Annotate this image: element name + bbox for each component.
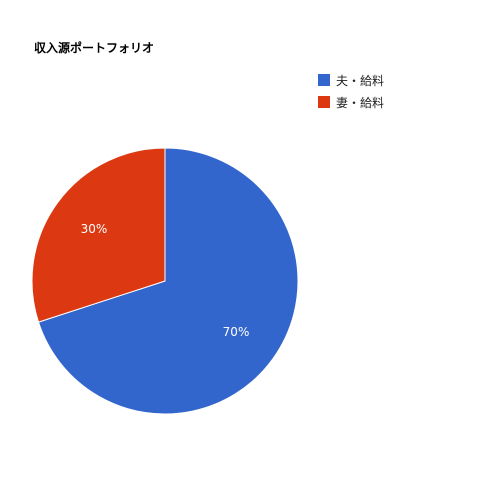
legend-label-husband-salary: 夫・給料	[336, 73, 385, 88]
legend-swatch-wife-salary	[318, 96, 330, 108]
pie-slice-husband-salary[interactable]	[37, 147, 299, 415]
chart-title: 収入源ポートフォリオ	[34, 41, 155, 55]
legend-item-wife-salary[interactable]: 妻・給料	[318, 94, 384, 110]
legend-item-husband-salary[interactable]: 夫・給料	[318, 72, 384, 88]
data-label-wife-salary: 30%	[81, 222, 108, 236]
legend: 夫・給料 妻・給料	[318, 72, 384, 116]
legend-swatch-husband-salary	[318, 74, 330, 86]
pie-slice-wife-salary[interactable]	[31, 147, 166, 323]
legend-label-wife-salary: 妻・給料	[336, 95, 385, 110]
data-label-husband-salary: 70%	[223, 325, 250, 339]
